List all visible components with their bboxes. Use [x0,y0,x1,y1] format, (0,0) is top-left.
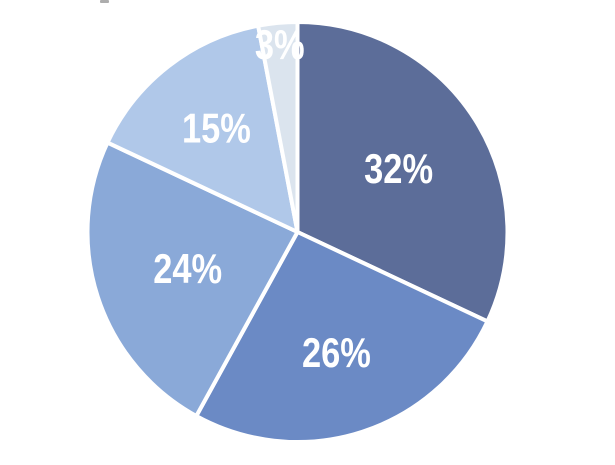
cropped-text-artifact [100,0,109,3]
slice-label: 32% [364,146,433,193]
slice-label: 26% [302,330,371,377]
pie-slice-32pct [295,20,510,324]
pie-slice-3pct [256,20,300,234]
pie-slices-group [85,20,510,444]
pie-slice-24pct [85,140,300,419]
slice-label: 15% [182,105,251,152]
pie-slice-15pct [105,23,300,234]
slice-label: 3% [255,22,305,69]
pie-labels-group: 32% 26% 24% 15%3% [153,22,433,377]
slice-label: 24% [153,246,222,293]
